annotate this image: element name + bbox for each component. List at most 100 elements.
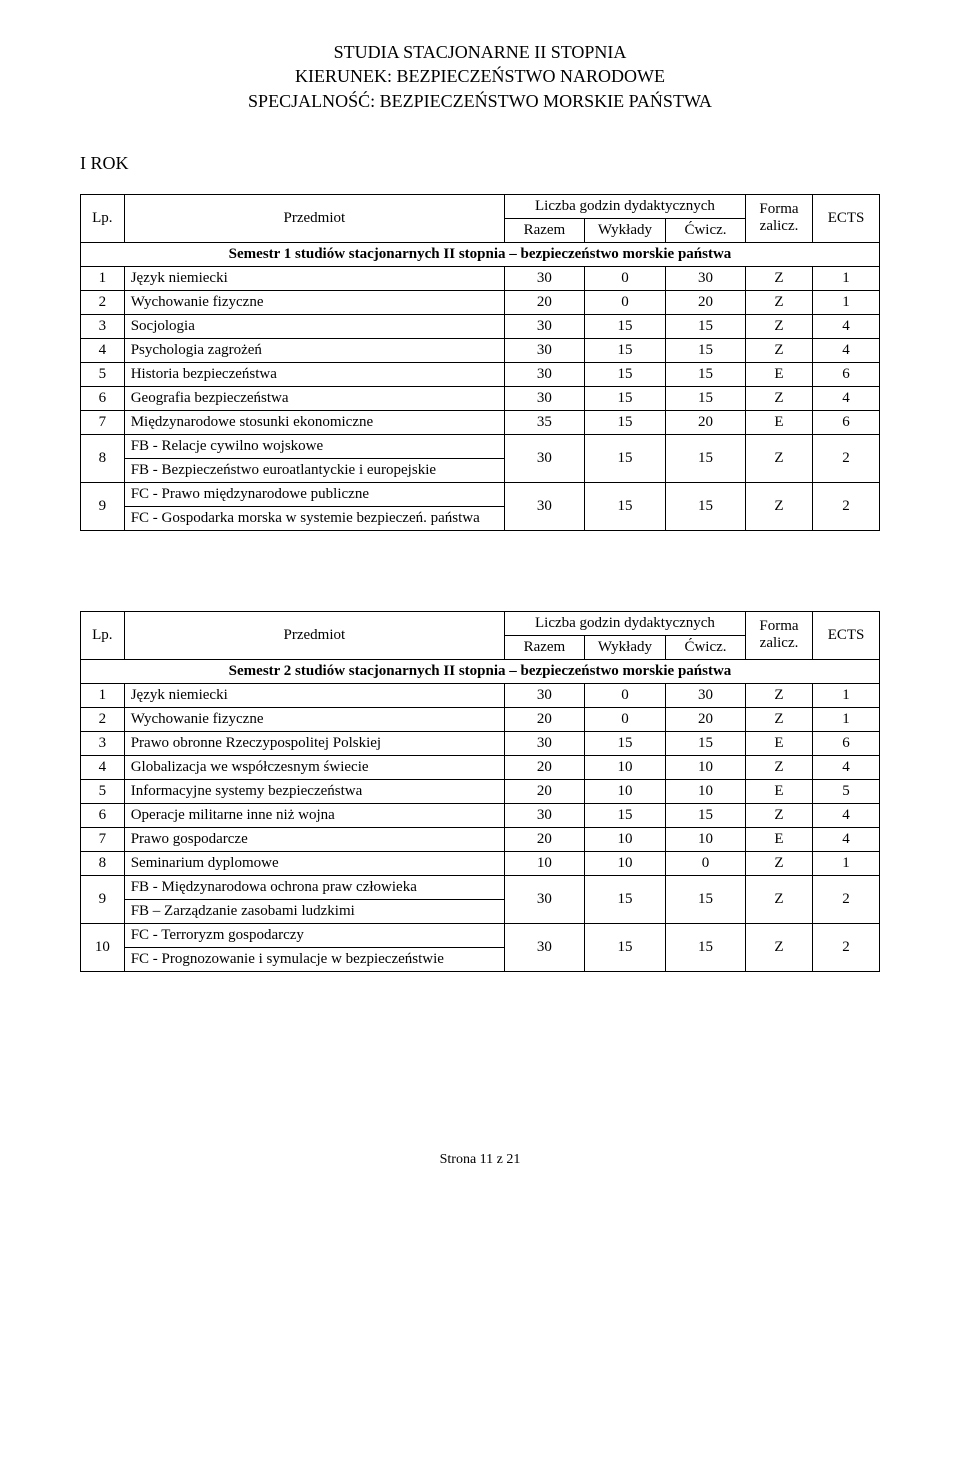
col-hours-header: Liczba godzin dydaktycznych	[504, 194, 745, 218]
cell-lp: 3	[81, 731, 125, 755]
semester-title-row: Semestr 2 studiów stacjonarnych II stopn…	[81, 659, 880, 683]
cell-subject: FC - Terroryzm gospodarczy	[124, 923, 504, 947]
col-subject-header: Przedmiot	[124, 611, 504, 659]
table-header-row: Lp. Przedmiot Liczba godzin dydaktycznyc…	[81, 611, 880, 635]
col-hours-header: Liczba godzin dydaktycznych	[504, 611, 745, 635]
cell-forma: E	[745, 779, 812, 803]
cell-lp: 4	[81, 755, 125, 779]
cell-wyklady: 0	[584, 290, 665, 314]
cell-subject: FB - Międzynarodowa ochrona praw człowie…	[124, 875, 504, 899]
cell-ects: 6	[813, 731, 880, 755]
cell-ects: 4	[813, 386, 880, 410]
col-ects-header: ECTS	[813, 194, 880, 242]
table-row: 6Geografia bezpieczeństwa301515Z4	[81, 386, 880, 410]
cell-cwicz: 20	[666, 290, 746, 314]
cell-lp: 7	[81, 827, 125, 851]
header-line-3: SPECJALNOŚĆ: BEZPIECZEŃSTWO MORSKIE PAŃS…	[80, 89, 880, 113]
cell-ects: 4	[813, 338, 880, 362]
cell-wyklady: 15	[584, 434, 665, 482]
table-row: 9 FB - Międzynarodowa ochrona praw człow…	[81, 875, 880, 899]
cell-cwicz: 20	[666, 707, 746, 731]
cell-lp: 6	[81, 386, 125, 410]
cell-ects: 6	[813, 410, 880, 434]
table-row: 8Seminarium dyplomowe10100Z1	[81, 851, 880, 875]
cell-forma: E	[745, 827, 812, 851]
document-header: STUDIA STACJONARNE II STOPNIA KIERUNEK: …	[80, 40, 880, 113]
table-row: 9 FC - Prawo międzynarodowe publiczne 30…	[81, 482, 880, 506]
cell-lp: 5	[81, 362, 125, 386]
cell-forma: Z	[745, 434, 812, 482]
col-forma-header: Forma zalicz.	[745, 194, 812, 242]
table-row: 3Socjologia301515Z4	[81, 314, 880, 338]
cell-razem: 30	[504, 266, 584, 290]
cell-ects: 4	[813, 803, 880, 827]
cell-cwicz: 15	[666, 386, 746, 410]
cell-razem: 30	[504, 482, 584, 530]
col-lp-header: Lp.	[81, 611, 125, 659]
cell-subject: Wychowanie fizyczne	[124, 290, 504, 314]
cell-cwicz: 15	[666, 362, 746, 386]
cell-ects: 2	[813, 482, 880, 530]
cell-cwicz: 15	[666, 923, 746, 971]
cell-ects: 1	[813, 851, 880, 875]
table-row: 8 FB - Relacje cywilno wojskowe 30 15 15…	[81, 434, 880, 458]
cell-wyklady: 10	[584, 755, 665, 779]
cell-subject: Prawo gospodarcze	[124, 827, 504, 851]
cell-lp: 1	[81, 266, 125, 290]
col-wyklady-header: Wykłady	[584, 218, 665, 242]
table-row: 4Psychologia zagrożeń301515Z4	[81, 338, 880, 362]
cell-razem: 20	[504, 707, 584, 731]
cell-ects: 5	[813, 779, 880, 803]
cell-forma: Z	[745, 923, 812, 971]
cell-lp: 7	[81, 410, 125, 434]
cell-cwicz: 15	[666, 434, 746, 482]
cell-wyklady: 15	[584, 386, 665, 410]
semester-title-row: Semestr 1 studiów stacjonarnych II stopn…	[81, 242, 880, 266]
cell-forma: E	[745, 410, 812, 434]
cell-subject: FC - Gospodarka morska w systemie bezpie…	[124, 506, 504, 530]
cell-cwicz: 30	[666, 683, 746, 707]
cell-subject: Geografia bezpieczeństwa	[124, 386, 504, 410]
cell-cwicz: 15	[666, 731, 746, 755]
cell-lp: 10	[81, 923, 125, 971]
cell-lp: 1	[81, 683, 125, 707]
cell-forma: Z	[745, 755, 812, 779]
semester-title: Semestr 1 studiów stacjonarnych II stopn…	[81, 242, 880, 266]
cell-wyklady: 0	[584, 683, 665, 707]
cell-razem: 20	[504, 779, 584, 803]
cell-cwicz: 15	[666, 803, 746, 827]
cell-forma: Z	[745, 338, 812, 362]
cell-ects: 1	[813, 266, 880, 290]
cell-razem: 30	[504, 731, 584, 755]
cell-subject: Informacyjne systemy bezpieczeństwa	[124, 779, 504, 803]
cell-razem: 30	[504, 362, 584, 386]
col-ects-header: ECTS	[813, 611, 880, 659]
cell-forma: Z	[745, 314, 812, 338]
cell-forma: Z	[745, 482, 812, 530]
cell-cwicz: 15	[666, 314, 746, 338]
cell-razem: 30	[504, 683, 584, 707]
table-row: 5Historia bezpieczeństwa301515E6	[81, 362, 880, 386]
cell-subject: Międzynarodowe stosunki ekonomiczne	[124, 410, 504, 434]
cell-razem: 30	[504, 338, 584, 362]
cell-subject: Seminarium dyplomowe	[124, 851, 504, 875]
header-line-2: KIERUNEK: BEZPIECZEŃSTWO NARODOWE	[80, 64, 880, 88]
cell-lp: 8	[81, 851, 125, 875]
cell-subject: Operacje militarne inne niż wojna	[124, 803, 504, 827]
cell-subject: Język niemiecki	[124, 266, 504, 290]
col-razem-header: Razem	[504, 218, 584, 242]
cell-ects: 2	[813, 875, 880, 923]
cell-razem: 30	[504, 875, 584, 923]
cell-wyklady: 15	[584, 338, 665, 362]
cell-ects: 6	[813, 362, 880, 386]
cell-ects: 1	[813, 683, 880, 707]
cell-ects: 1	[813, 707, 880, 731]
table-row: 7Prawo gospodarcze201010E4	[81, 827, 880, 851]
cell-subject: Historia bezpieczeństwa	[124, 362, 504, 386]
cell-forma: Z	[745, 851, 812, 875]
cell-lp: 2	[81, 707, 125, 731]
cell-ects: 4	[813, 314, 880, 338]
cell-wyklady: 15	[584, 314, 665, 338]
table-row: 1Język niemiecki30030Z1	[81, 266, 880, 290]
table-row: 10 FC - Terroryzm gospodarczy 30 15 15 Z…	[81, 923, 880, 947]
